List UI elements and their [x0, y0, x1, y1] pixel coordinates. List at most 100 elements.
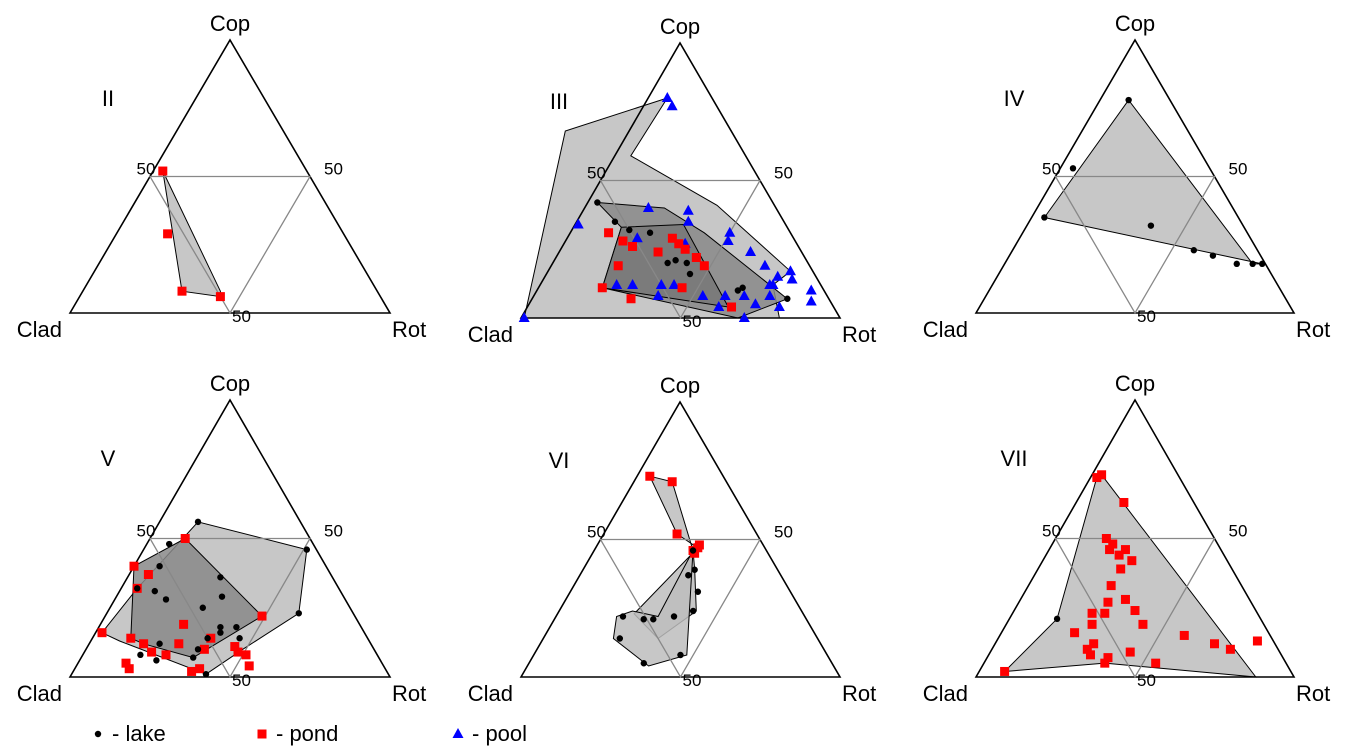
- ternary-panel-5: Cop Clad Rot 50 50 50 VI: [468, 373, 877, 706]
- vertex-label-right: Rot: [392, 317, 426, 342]
- pool-point: [661, 92, 673, 102]
- lake-point: [686, 270, 694, 278]
- lake-point: [156, 640, 163, 647]
- pond-point: [1089, 639, 1099, 649]
- vertex-label-top: Cop: [210, 371, 250, 396]
- pond-point: [161, 650, 171, 660]
- pond-point: [1000, 666, 1010, 676]
- pond-point: [195, 664, 205, 674]
- ternary-panel-6: Cop Clad Rot 50 50 50 VII: [923, 371, 1331, 706]
- vertex-label-left: Clad: [17, 317, 62, 342]
- lake-point: [303, 546, 310, 553]
- pool-point: [719, 290, 731, 300]
- lake-point: [685, 572, 692, 579]
- pond-point: [1103, 597, 1113, 607]
- pond-point: [180, 534, 190, 543]
- pond-point: [199, 644, 209, 654]
- pool-point: [722, 235, 734, 245]
- lake-point: [640, 660, 647, 667]
- lake-point: [151, 587, 158, 595]
- pond-point: [1179, 630, 1189, 640]
- lake-point: [670, 613, 678, 620]
- lake-point: [217, 629, 224, 636]
- pool-point: [642, 202, 654, 212]
- ternary-panel-3: Cop Clad Rot 50 50 50 IV: [923, 11, 1331, 342]
- pond-point: [1087, 608, 1097, 618]
- vertex-label-top: Cop: [1115, 11, 1155, 36]
- pond-point: [667, 233, 677, 243]
- fifty-percent-triangle: [1054, 175, 1216, 315]
- pool-point: [713, 301, 725, 311]
- fifty-label-right: 50: [324, 522, 343, 541]
- lake-point: [218, 593, 226, 600]
- pond-point: [158, 166, 168, 176]
- legend: - lake - pond - pool: [94, 721, 527, 746]
- lake-point: [162, 596, 170, 603]
- pool-point: [772, 270, 784, 281]
- pond-point: [1108, 539, 1118, 549]
- pool-point: [682, 204, 694, 215]
- lake-point: [1125, 96, 1132, 104]
- fifty-label-left: 50: [137, 522, 156, 541]
- pond-point: [129, 561, 139, 571]
- legend-marker-pool: [452, 728, 464, 738]
- lake-point: [137, 651, 144, 659]
- fifty-label-left: 50: [137, 160, 156, 179]
- pond-point: [628, 242, 638, 251]
- pond-point: [97, 628, 107, 638]
- lake-point: [594, 199, 601, 206]
- pond-point: [1151, 658, 1161, 668]
- pond-point: [124, 664, 134, 674]
- pond-point: [1138, 619, 1148, 629]
- pond-point: [177, 286, 187, 296]
- fifty-label-left: 50: [1042, 522, 1061, 541]
- vertex-label-right: Rot: [842, 322, 876, 347]
- fifty-label-right: 50: [1229, 160, 1248, 179]
- fifty-percent-triangle: [599, 538, 762, 679]
- vertex-label-right: Rot: [1296, 317, 1330, 342]
- lake-point: [677, 651, 684, 659]
- vertex-label-left: Clad: [468, 322, 513, 347]
- fifty-label-right: 50: [774, 164, 793, 183]
- fifty-percent-triangle: [148, 537, 312, 679]
- vertex-label-right: Rot: [842, 681, 876, 706]
- lake-point: [611, 218, 619, 225]
- vertex-label-top: Cop: [660, 373, 700, 398]
- pond-point: [139, 639, 149, 649]
- legend-item-pool: - pool: [452, 721, 527, 746]
- fifty-label-bottom: 50: [683, 671, 702, 690]
- lake-point: [734, 287, 742, 294]
- lake-point: [134, 585, 141, 592]
- pond-point: [618, 236, 628, 246]
- pool-point: [764, 279, 776, 289]
- ternary-panel-2: Cop Clad Rot 50 50 50 III: [468, 14, 877, 347]
- pool-point: [572, 218, 584, 229]
- lake-point: [616, 635, 624, 642]
- pond-point: [187, 666, 197, 676]
- pond-point: [1100, 608, 1110, 618]
- fifty-label-left: 50: [1042, 160, 1061, 179]
- pond-point: [1085, 650, 1095, 660]
- pond-point: [179, 619, 189, 629]
- fifty-label-right: 50: [774, 523, 793, 542]
- fifty-percent-triangle: [599, 179, 762, 320]
- vertex-label-right: Rot: [1296, 681, 1330, 706]
- lake-point: [689, 607, 697, 615]
- pond-point: [1252, 636, 1262, 646]
- pond-point: [1127, 556, 1137, 566]
- fifty-label-bottom: 50: [1137, 307, 1156, 326]
- panel-title: VI: [549, 448, 570, 473]
- lake-point: [1249, 260, 1256, 268]
- lake-point: [1069, 165, 1077, 172]
- lake-point: [646, 229, 654, 236]
- lake-point: [156, 563, 163, 570]
- pond-point: [674, 239, 684, 249]
- pool-point: [666, 100, 678, 111]
- vertex-label-left: Clad: [468, 681, 513, 706]
- legend-label-pond: - pond: [276, 721, 338, 746]
- pool-point: [627, 279, 639, 289]
- vertex-label-top: Cop: [660, 14, 700, 39]
- pool-point: [631, 232, 643, 243]
- lake-point: [190, 654, 197, 661]
